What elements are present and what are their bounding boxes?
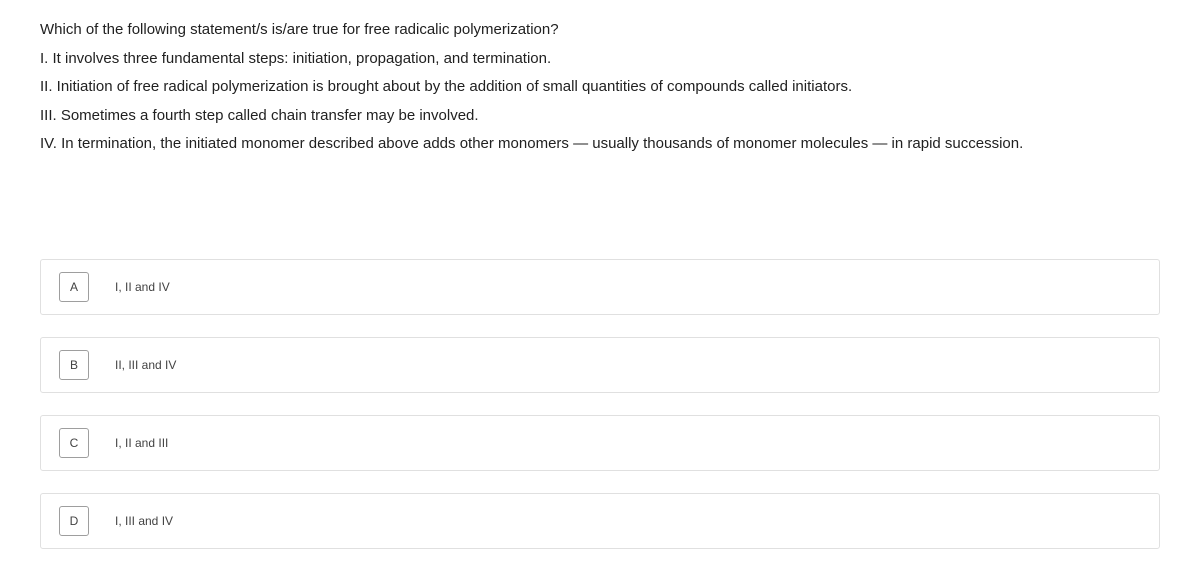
option-letter-box: A	[59, 272, 89, 302]
option-text: I, II and III	[115, 436, 168, 450]
option-d[interactable]: D I, III and IV	[40, 493, 1160, 549]
statement-4: IV. In termination, the initiated monome…	[40, 130, 1160, 159]
options-list: A I, II and IV B II, III and IV C I, II …	[40, 259, 1160, 571]
option-b[interactable]: B II, III and IV	[40, 337, 1160, 393]
question-stem: Which of the following statement/s is/ar…	[40, 16, 1160, 45]
question-block: Which of the following statement/s is/ar…	[40, 16, 1160, 159]
option-text: I, II and IV	[115, 280, 170, 294]
option-text: II, III and IV	[115, 358, 176, 372]
option-text: I, III and IV	[115, 514, 173, 528]
option-c[interactable]: C I, II and III	[40, 415, 1160, 471]
option-letter-box: B	[59, 350, 89, 380]
statement-3: III. Sometimes a fourth step called chai…	[40, 102, 1160, 131]
statement-1: I. It involves three fundamental steps: …	[40, 45, 1160, 74]
option-a[interactable]: A I, II and IV	[40, 259, 1160, 315]
statement-2: II. Initiation of free radical polymeriz…	[40, 73, 1160, 102]
option-letter-box: D	[59, 506, 89, 536]
option-letter-box: C	[59, 428, 89, 458]
